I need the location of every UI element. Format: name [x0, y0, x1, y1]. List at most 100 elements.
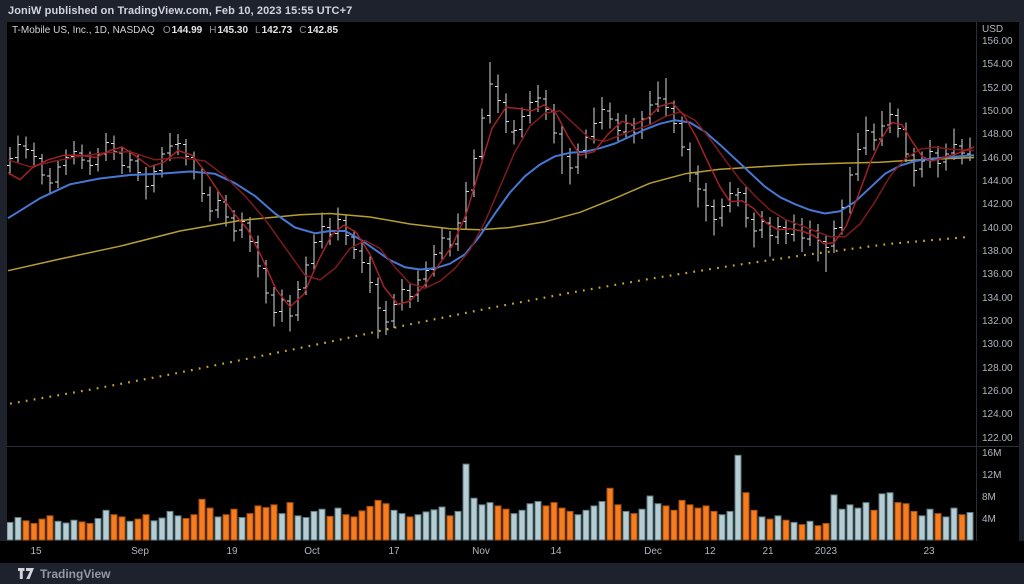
volume-bar — [150, 520, 158, 541]
price-tick-label: 150.00 — [982, 106, 1013, 117]
price-tick-label: 146.00 — [982, 153, 1013, 164]
tradingview-brand-link[interactable]: TradingView — [40, 566, 111, 581]
symbol-legend: T-Mobile US, Inc., 1D, NASDAQ O144.99 H14… — [12, 25, 338, 36]
volume-bar — [54, 520, 62, 541]
volume-bar — [238, 517, 246, 541]
volume-bar — [630, 513, 638, 541]
time-tick-label: 19 — [226, 546, 238, 557]
volume-bar — [606, 487, 614, 541]
volume-bar — [918, 515, 926, 541]
volume-bar — [550, 502, 558, 541]
price-tick-label: 140.00 — [982, 223, 1013, 234]
volume-bar — [718, 514, 726, 541]
volume-bar — [518, 509, 526, 541]
volume-bar — [326, 515, 334, 541]
volume-bar — [822, 523, 830, 541]
time-axis[interactable]: 15 Sep 19 Oct 17 Nov 14 Dec 12 21 2023 23 — [0, 541, 1024, 563]
time-tick-label: Sep — [131, 546, 149, 557]
price-tick-label: 122.00 — [982, 433, 1013, 444]
time-tick-label: 15 — [30, 546, 42, 557]
volume-bar — [398, 513, 406, 541]
ema-fast-red — [7, 101, 975, 308]
volume-bar — [734, 454, 742, 541]
price-tick-label: 138.00 — [982, 246, 1013, 257]
time-tick-label: Dec — [644, 546, 662, 557]
volume-bar — [430, 509, 438, 541]
volume-bar — [30, 523, 38, 541]
volume-bar — [414, 514, 422, 541]
volume-bar — [854, 507, 862, 541]
volume-bar — [342, 514, 350, 541]
volume-bar — [686, 504, 694, 541]
volume-bar — [454, 510, 462, 541]
volume-bar — [406, 516, 414, 541]
volume-bar — [750, 509, 758, 541]
volume-bar — [966, 512, 974, 541]
volume-bar — [766, 518, 774, 541]
volume-bar — [278, 513, 286, 541]
tradingview-logo-icon[interactable] — [18, 568, 34, 579]
volume-bar — [662, 505, 670, 541]
volume-bar — [78, 521, 86, 541]
volume-bar — [622, 510, 630, 541]
price-tick-label: 124.00 — [982, 409, 1013, 420]
volume-bar — [774, 515, 782, 541]
volume-bar — [638, 508, 646, 541]
volume-bar — [166, 510, 174, 541]
ma-dotted-gold — [9, 235, 971, 405]
volume-bar — [502, 508, 510, 541]
volume-bar — [710, 510, 718, 541]
volume-bar — [126, 520, 134, 541]
volume-bar — [246, 513, 254, 541]
volume-bar — [486, 502, 494, 541]
volume-bar — [942, 516, 950, 541]
volume-bar — [158, 517, 166, 541]
time-tick-label: 23 — [923, 546, 935, 557]
symbol-title[interactable]: T-Mobile US, Inc., 1D, NASDAQ — [12, 25, 155, 36]
volume-bar — [14, 517, 22, 541]
volume-bar — [902, 503, 910, 541]
price-tick-label: 132.00 — [982, 316, 1013, 327]
volume-bar — [950, 507, 958, 541]
moving-average-lines — [7, 101, 975, 405]
price-axis[interactable]: USD 156.00 154.00 152.00 150.00 148.00 146.00… — [977, 22, 1019, 541]
volume-bar — [670, 509, 678, 541]
volume-bar — [870, 509, 878, 541]
volume-bar — [462, 463, 470, 541]
ma-mid-blue — [7, 119, 975, 271]
pane-separator[interactable] — [0, 446, 1019, 447]
volume-bar — [798, 524, 806, 541]
price-tick-label: 134.00 — [982, 293, 1013, 304]
right-margin-strip — [1019, 22, 1024, 563]
volume-tick-label: 16M — [982, 448, 1002, 459]
volume-bar — [742, 492, 750, 541]
price-tick-label: 152.00 — [982, 83, 1013, 94]
publish-bar: JoniW published on TradingView.com, Feb … — [0, 0, 1024, 22]
time-tick-label: Nov — [472, 546, 490, 557]
volume-bar — [894, 502, 902, 541]
volume-bar — [806, 520, 814, 541]
time-tick-label: 2023 — [814, 546, 838, 557]
volume-bar — [790, 521, 798, 541]
volume-bar — [886, 492, 894, 541]
volume-bar — [318, 508, 326, 541]
volume-bar — [422, 511, 430, 541]
volume-bar — [134, 518, 142, 541]
volume-bar — [574, 514, 582, 541]
price-tick-label: 144.00 — [982, 176, 1013, 187]
volume-bar — [190, 514, 198, 541]
volume-bar — [286, 502, 294, 541]
volume-bar — [910, 510, 918, 541]
footer-bar: TradingView — [0, 563, 1024, 584]
volume-bar — [366, 505, 374, 541]
volume-bar — [726, 510, 734, 541]
volume-bar — [494, 505, 502, 541]
volume-bar — [350, 516, 358, 541]
price-tick-label: 130.00 — [982, 339, 1013, 350]
ma-slow-yellow — [7, 156, 975, 272]
price-tick-label: 126.00 — [982, 386, 1013, 397]
volume-bar — [758, 516, 766, 541]
volume-bar — [598, 501, 606, 541]
volume-bar — [926, 508, 934, 541]
